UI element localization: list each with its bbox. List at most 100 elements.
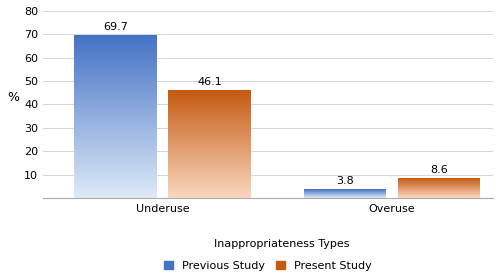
Bar (168, 121, 251, 122)
Bar (168, 155, 251, 156)
Bar (168, 157, 251, 158)
Bar (168, 133, 251, 134)
Bar (74, 176, 156, 177)
Bar (168, 107, 251, 108)
Bar (74, 77, 156, 78)
Bar (168, 144, 251, 145)
Bar (168, 166, 251, 167)
Bar (74, 146, 156, 147)
Bar (74, 89, 156, 90)
Bar (168, 105, 251, 106)
Bar (74, 121, 156, 122)
Bar (74, 41, 156, 42)
Bar (168, 176, 251, 177)
Bar (74, 92, 156, 93)
Bar (74, 116, 156, 117)
Bar (74, 38, 156, 39)
Bar (74, 140, 156, 141)
Bar (74, 94, 156, 95)
Bar (168, 154, 251, 155)
Bar (74, 161, 156, 162)
Bar (74, 79, 156, 80)
Bar (74, 40, 156, 41)
Bar (74, 192, 156, 193)
Bar (74, 168, 156, 169)
Bar (74, 60, 156, 61)
Bar (168, 139, 251, 140)
Legend: Previous Study, Present Study: Previous Study, Present Study (164, 261, 372, 271)
Bar (74, 184, 156, 185)
Bar (168, 167, 251, 168)
Bar (74, 62, 156, 63)
Bar (74, 175, 156, 176)
Bar (74, 100, 156, 101)
Bar (74, 160, 156, 161)
Bar (168, 103, 251, 104)
Bar (168, 175, 251, 176)
Bar (168, 117, 251, 118)
Bar (168, 106, 251, 107)
Bar (168, 185, 251, 186)
Bar (168, 118, 251, 119)
Bar (74, 187, 156, 188)
Bar (74, 122, 156, 123)
Bar (74, 194, 156, 195)
Bar (74, 50, 156, 51)
Bar (74, 152, 156, 153)
Bar (168, 116, 251, 117)
Bar (74, 101, 156, 102)
Bar (168, 124, 251, 125)
Bar (74, 54, 156, 55)
Bar (168, 168, 251, 169)
Bar (74, 91, 156, 92)
Bar (168, 165, 251, 166)
Bar (74, 177, 156, 178)
Bar (168, 120, 251, 121)
Bar (74, 109, 156, 110)
Bar (74, 66, 156, 67)
Bar (168, 112, 251, 113)
Bar (74, 120, 156, 121)
Bar (168, 179, 251, 180)
Bar (168, 122, 251, 123)
Bar (74, 64, 156, 65)
Bar (74, 142, 156, 143)
Bar (74, 179, 156, 180)
Text: Inappropriateness Types: Inappropriateness Types (214, 239, 350, 249)
Bar (74, 165, 156, 166)
Bar (74, 124, 156, 125)
Bar (74, 150, 156, 151)
Bar (74, 67, 156, 68)
Bar (74, 120, 156, 121)
Bar (74, 69, 156, 70)
Bar (168, 97, 251, 98)
Bar (168, 151, 251, 152)
Bar (74, 119, 156, 120)
Bar (74, 145, 156, 146)
Bar (168, 195, 251, 196)
Bar (74, 83, 156, 84)
Bar (74, 99, 156, 100)
Bar (74, 82, 156, 83)
Text: 69.7: 69.7 (103, 22, 128, 32)
Bar (74, 48, 156, 49)
Bar (74, 72, 156, 73)
Bar (74, 70, 156, 71)
Bar (168, 113, 251, 114)
Bar (74, 110, 156, 111)
Bar (168, 172, 251, 173)
Bar (74, 68, 156, 69)
Bar (74, 166, 156, 167)
Bar (74, 115, 156, 116)
Bar (74, 103, 156, 104)
Bar (74, 180, 156, 181)
Bar (74, 118, 156, 119)
Bar (74, 117, 156, 118)
Bar (168, 174, 251, 175)
Bar (74, 44, 156, 45)
Bar (74, 123, 156, 124)
Text: 3.8: 3.8 (336, 176, 354, 186)
Bar (74, 157, 156, 158)
Bar (74, 133, 156, 134)
Bar (74, 162, 156, 163)
